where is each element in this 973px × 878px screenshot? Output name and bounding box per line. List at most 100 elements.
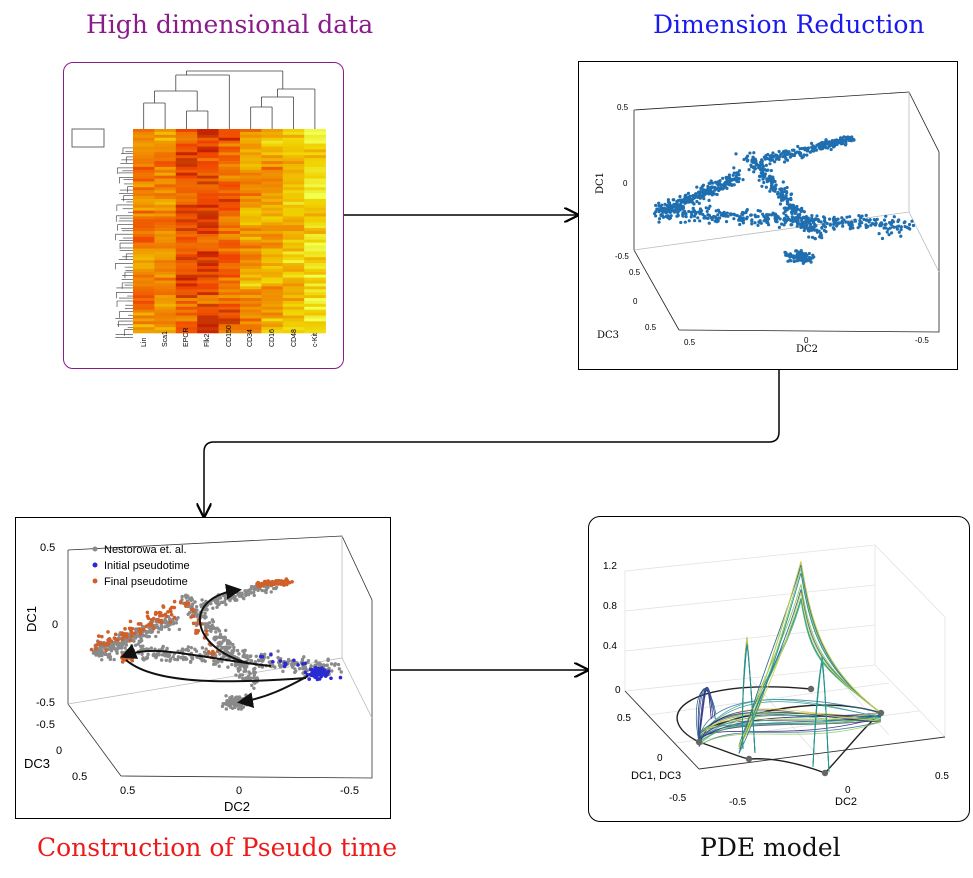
row-dendrogram xyxy=(71,128,133,338)
heatmap-cell xyxy=(175,131,198,136)
pt-point-gray xyxy=(242,652,246,657)
dr-point xyxy=(813,145,817,150)
heatmap-cell xyxy=(261,204,284,208)
dr-point xyxy=(781,180,785,184)
heatmap-cell xyxy=(218,213,241,217)
heatmap-cell xyxy=(240,163,262,168)
heatmap-cell xyxy=(261,242,284,246)
pt-point-gray xyxy=(214,636,219,640)
dr-point xyxy=(798,147,802,151)
heatmap-cell xyxy=(218,198,241,203)
heatmap-cell xyxy=(175,265,198,270)
heatmap-cell xyxy=(240,190,262,194)
pt-point-gray xyxy=(240,673,245,677)
heatmap-cell xyxy=(218,312,241,316)
pt-point-gray xyxy=(226,703,231,708)
dr-point xyxy=(693,219,697,223)
heatmap-cell xyxy=(282,260,305,264)
dr-point xyxy=(828,222,832,227)
heatmap-cell xyxy=(175,210,198,214)
pt-point-gray xyxy=(252,686,256,690)
heatmap-cell xyxy=(175,268,198,273)
heatmap-cell xyxy=(261,318,284,322)
heatmap-cell xyxy=(197,149,219,153)
heatmap-cell xyxy=(282,309,305,313)
heatmap-cell xyxy=(197,184,219,188)
dr-point xyxy=(882,218,887,222)
pt-point-final xyxy=(96,634,101,638)
heatmap-cell xyxy=(197,312,219,316)
heatmap-cell xyxy=(175,303,198,308)
heatmap-cell xyxy=(218,295,241,299)
heatmap-cell xyxy=(282,233,305,238)
heatmap-cell xyxy=(197,277,219,281)
heatmap-cell xyxy=(304,289,326,293)
pt-point-gray xyxy=(253,660,258,664)
pt-point-gray xyxy=(245,703,249,707)
pt-point-final xyxy=(129,626,133,631)
heatmap-cell xyxy=(175,219,198,223)
heatmap-cell xyxy=(304,219,326,223)
heatmap-cell xyxy=(197,260,219,264)
dr-point xyxy=(819,147,823,151)
dr-point xyxy=(772,155,776,159)
dr-point xyxy=(750,222,754,226)
heatmap-cell xyxy=(154,233,177,238)
pt-point-gray xyxy=(321,663,326,667)
heatmap-cell xyxy=(261,175,284,179)
heatmap-cell xyxy=(133,265,155,270)
pt-point-gray xyxy=(309,664,313,668)
pt-point-gray xyxy=(214,630,218,634)
dimension-reduction-panel: DC1 0.5 0 -0.5 0.5 0 0.5 DC3 0.5 0 -0.5 … xyxy=(578,61,958,370)
pt-point-gray xyxy=(159,658,164,662)
pt-point-gray xyxy=(253,670,257,675)
dr-point xyxy=(687,219,691,223)
heatmap-cell xyxy=(304,295,326,299)
heatmap-cell xyxy=(154,178,177,182)
pt-dc2-tick: 0.5 xyxy=(120,785,135,797)
heatmap-cell xyxy=(218,318,241,322)
heatmap-cell xyxy=(240,233,262,238)
dr-point xyxy=(702,189,706,193)
dr-point xyxy=(789,196,793,200)
heatmap-cell xyxy=(261,283,284,287)
dr-point xyxy=(838,138,843,142)
pt-point-final xyxy=(128,619,133,624)
dr-point xyxy=(666,198,671,202)
heatmap-cell xyxy=(261,184,284,188)
pt-point-gray xyxy=(245,654,249,658)
pseudotime-panel: Nestorowa et. al. Initial pseudotime Fin… xyxy=(15,517,391,819)
heatmap-cell xyxy=(197,198,219,203)
pt-point-gray xyxy=(195,614,199,619)
heatmap-cell xyxy=(240,193,262,197)
pde-model-panel: 1.2 0.8 0.4 0 0.5 0 -0.5 DC1, DC3 -0.5 0… xyxy=(588,516,970,822)
dr-point xyxy=(691,196,696,200)
heatmap-cell xyxy=(133,251,155,255)
heatmap-cell xyxy=(282,198,305,203)
dr-point xyxy=(777,149,781,154)
heatmap-cell xyxy=(197,309,219,313)
heatmap-cell xyxy=(154,201,177,206)
pt-point-gray xyxy=(226,665,230,669)
dr-dc2-tick: 0.5 xyxy=(684,338,696,347)
pt-point-gray xyxy=(190,655,195,660)
pt-point-gray xyxy=(97,654,101,658)
heatmap-cell xyxy=(154,187,177,191)
dr-point xyxy=(752,170,756,174)
dr-point xyxy=(695,199,699,204)
heatmap-cell xyxy=(282,268,305,273)
heatmap-cell xyxy=(154,303,177,308)
dr-point xyxy=(765,220,769,225)
pt-point-gray xyxy=(164,658,168,663)
heatmap-cell xyxy=(218,233,241,238)
dr-point xyxy=(705,190,709,194)
heatmap-cell xyxy=(133,193,155,197)
heatmap-cell xyxy=(175,146,198,150)
dr-point xyxy=(773,216,777,221)
dr-point xyxy=(757,220,761,224)
pt-point-gray xyxy=(200,598,204,602)
dr-point xyxy=(868,218,872,222)
pt-point-final xyxy=(145,610,150,615)
pt-point-gray xyxy=(237,594,242,598)
heatmap-cell xyxy=(261,198,284,203)
